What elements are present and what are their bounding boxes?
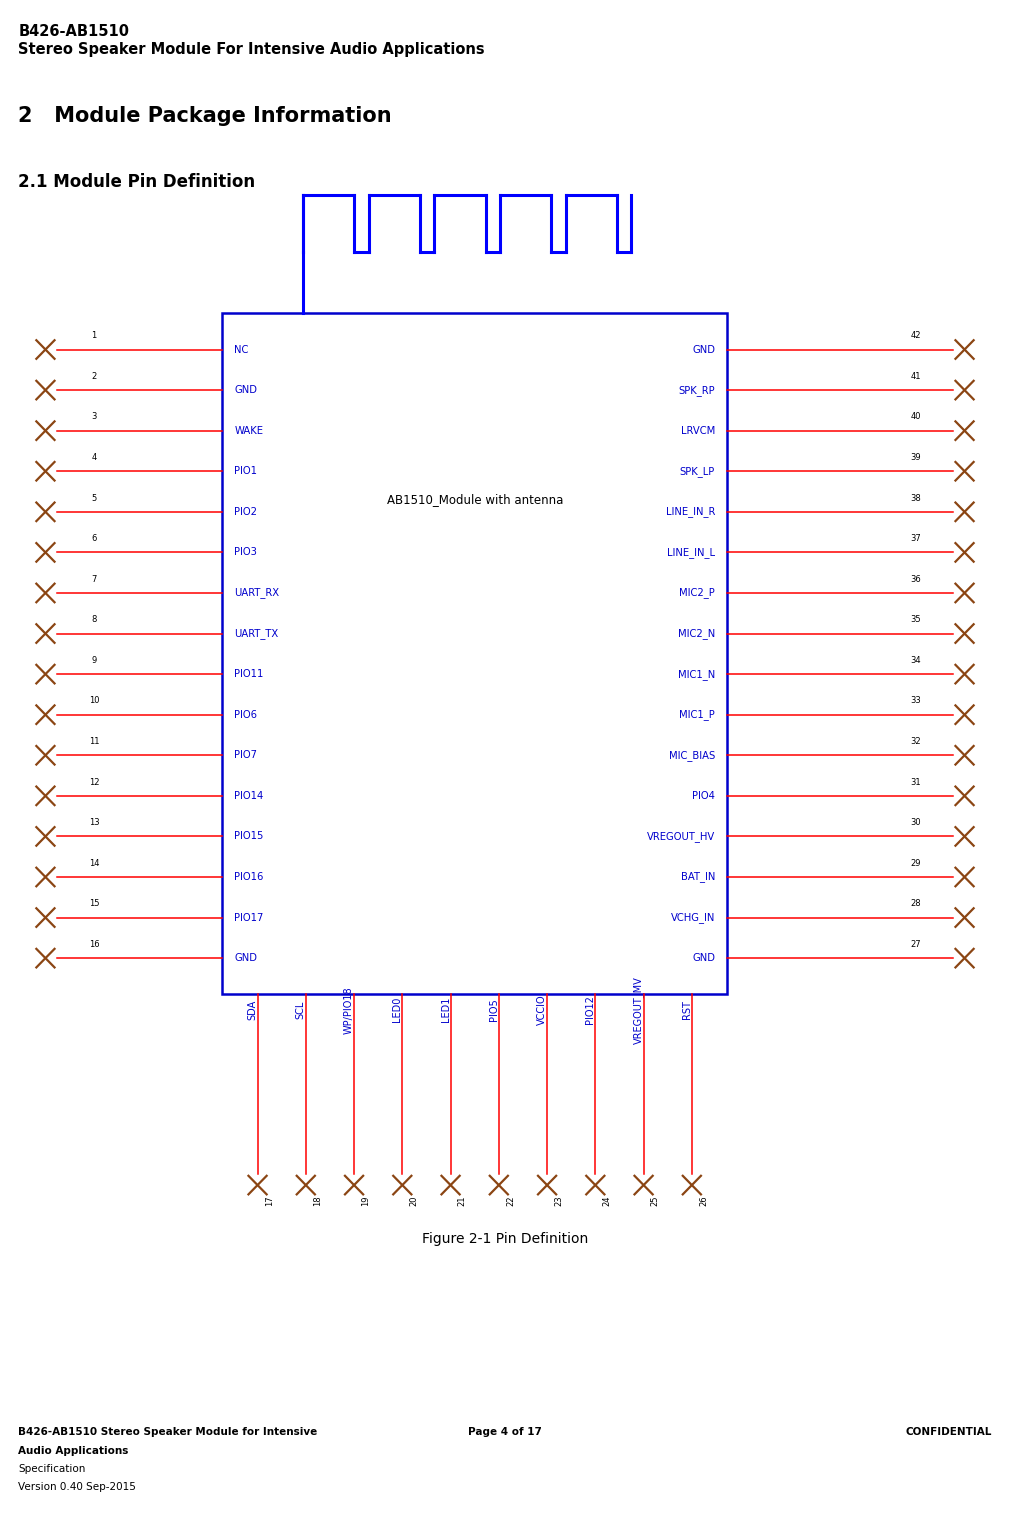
Text: SPK_RP: SPK_RP [679, 385, 715, 396]
Text: GND: GND [692, 344, 715, 355]
Text: 41: 41 [911, 372, 921, 381]
Text: Specification: Specification [18, 1464, 86, 1475]
Text: 24: 24 [602, 1195, 611, 1206]
Text: 34: 34 [911, 655, 921, 664]
Text: RST: RST [682, 1000, 692, 1019]
Text: 35: 35 [911, 616, 921, 625]
Text: 11: 11 [89, 737, 99, 746]
Text: GND: GND [234, 385, 258, 394]
Text: 30: 30 [911, 818, 921, 827]
Text: 15: 15 [89, 900, 99, 909]
Text: MIC2_N: MIC2_N [678, 628, 715, 639]
Text: B426-AB1510 Stereo Speaker Module for Intensive: B426-AB1510 Stereo Speaker Module for In… [18, 1427, 317, 1438]
Text: 19: 19 [362, 1195, 370, 1206]
Text: NC: NC [234, 344, 248, 355]
Text: 23: 23 [554, 1195, 564, 1206]
Text: 37: 37 [911, 534, 921, 543]
Text: 7: 7 [91, 575, 97, 584]
Text: UART_RX: UART_RX [234, 587, 280, 598]
Bar [222, 314, 727, 994]
Text: 27: 27 [911, 941, 921, 948]
Text: 32: 32 [911, 737, 921, 746]
Text: 8: 8 [91, 616, 97, 625]
Text: 25: 25 [650, 1195, 660, 1206]
Text: 1: 1 [91, 331, 97, 340]
Text: B426-AB1510: B426-AB1510 [18, 24, 129, 38]
Text: Figure 2-1 Pin Definition: Figure 2-1 Pin Definition [422, 1232, 588, 1245]
Text: 26: 26 [699, 1195, 708, 1206]
Text: UART_TX: UART_TX [234, 628, 279, 639]
Text: LINE_IN_R: LINE_IN_R [666, 507, 715, 517]
Text: 13: 13 [89, 818, 99, 827]
Text: WAKE: WAKE [234, 426, 264, 435]
Text: 4: 4 [91, 454, 97, 463]
Text: PIO17: PIO17 [234, 913, 264, 922]
Text: 2: 2 [91, 372, 97, 381]
Text: 14: 14 [89, 859, 99, 868]
Text: Stereo Speaker Module For Intensive Audio Applications: Stereo Speaker Module For Intensive Audi… [18, 42, 485, 58]
Text: PIO2: PIO2 [234, 507, 258, 517]
Text: BAT_IN: BAT_IN [681, 872, 715, 883]
Text: VCCIO: VCCIO [537, 995, 547, 1025]
Text: 18: 18 [313, 1195, 322, 1206]
Text: 3: 3 [91, 413, 97, 422]
Text: PIO7: PIO7 [234, 751, 258, 760]
Text: 6: 6 [91, 534, 97, 543]
Text: PIO14: PIO14 [234, 790, 264, 801]
Text: VCHG_IN: VCHG_IN [671, 912, 715, 922]
Text: 28: 28 [911, 900, 921, 909]
Text: SPK_LP: SPK_LP [680, 466, 715, 476]
Text: PIO5: PIO5 [489, 998, 499, 1021]
Text: LRVCM: LRVCM [681, 426, 715, 435]
Text: LINE_IN_L: LINE_IN_L [667, 548, 715, 558]
Text: 40: 40 [911, 413, 921, 422]
Text: 17: 17 [265, 1195, 274, 1206]
Text: SDA: SDA [247, 1000, 258, 1019]
Text: CONFIDENTIAL: CONFIDENTIAL [905, 1427, 992, 1438]
Text: Page 4 of 17: Page 4 of 17 [468, 1427, 542, 1438]
Text: 20: 20 [409, 1195, 418, 1206]
Text: 10: 10 [89, 696, 99, 705]
Text: PIO4: PIO4 [692, 790, 715, 801]
Text: GND: GND [234, 953, 258, 963]
Text: 36: 36 [911, 575, 921, 584]
Text: PIO12: PIO12 [586, 995, 595, 1024]
Text: AB1510_Module with antenna: AB1510_Module with antenna [387, 493, 563, 505]
Text: WP/PIO18: WP/PIO18 [344, 986, 355, 1033]
Text: Version 0.40 Sep-2015: Version 0.40 Sep-2015 [18, 1482, 136, 1493]
Text: PIO16: PIO16 [234, 872, 264, 881]
Text: PIO11: PIO11 [234, 669, 264, 680]
Text: GND: GND [692, 953, 715, 963]
Text: 39: 39 [911, 454, 921, 463]
Text: PIO1: PIO1 [234, 466, 258, 476]
Text: 31: 31 [911, 778, 921, 786]
Text: PIO15: PIO15 [234, 831, 264, 842]
Text: LED1: LED1 [440, 997, 450, 1022]
Text: 42: 42 [911, 331, 921, 340]
Text: 16: 16 [89, 941, 99, 948]
Text: MIC1_N: MIC1_N [678, 669, 715, 680]
Text: 33: 33 [911, 696, 921, 705]
Text: SCL: SCL [296, 1001, 306, 1019]
Text: VREGOUT_MV: VREGOUT_MV [632, 975, 643, 1044]
Text: 22: 22 [506, 1195, 515, 1206]
Text: VREGOUT_HV: VREGOUT_HV [646, 831, 715, 842]
Text: 9: 9 [91, 655, 97, 664]
Text: MIC_BIAS: MIC_BIAS [669, 749, 715, 760]
Text: PIO6: PIO6 [234, 710, 258, 719]
Text: 12: 12 [89, 778, 99, 786]
Text: PIO3: PIO3 [234, 548, 258, 557]
Text: 38: 38 [911, 493, 921, 502]
Text: 2.1 Module Pin Definition: 2.1 Module Pin Definition [18, 173, 256, 191]
Text: MIC2_P: MIC2_P [680, 587, 715, 598]
Text: MIC1_P: MIC1_P [680, 710, 715, 721]
Text: 5: 5 [91, 493, 97, 502]
Text: Audio Applications: Audio Applications [18, 1446, 128, 1456]
Text: 29: 29 [911, 859, 921, 868]
Text: 21: 21 [458, 1195, 467, 1206]
Text: LED0: LED0 [392, 997, 402, 1022]
Text: 2   Module Package Information: 2 Module Package Information [18, 106, 392, 126]
